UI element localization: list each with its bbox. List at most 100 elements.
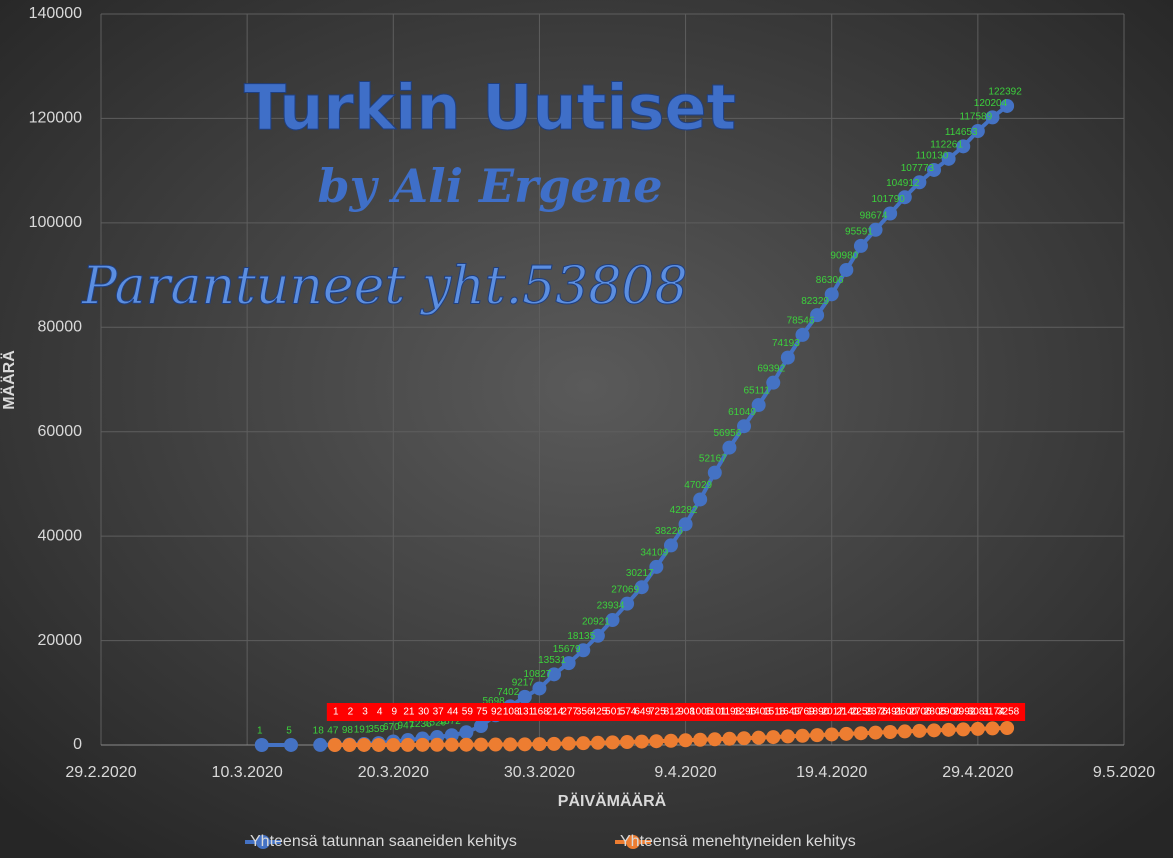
data-point (1000, 720, 1015, 735)
data-label: 214 (547, 707, 564, 718)
data-label: 725 (649, 707, 666, 718)
data-point (766, 375, 781, 390)
data-label: 56956 (714, 428, 742, 439)
data-label: 98674 (860, 210, 888, 221)
plot-area: 1518479819135967094712361529187224333629… (254, 87, 1026, 752)
data-label: 110130 (916, 151, 949, 162)
data-point (897, 190, 912, 205)
data-point (824, 727, 839, 742)
data-label: 5698 (482, 696, 505, 707)
data-point (941, 722, 956, 737)
data-point (853, 726, 868, 741)
x-tick-label: 30.3.2020 (504, 764, 575, 781)
data-label: 356 (576, 707, 593, 718)
data-point (620, 596, 635, 611)
label-background (326, 703, 1026, 721)
data-point (371, 737, 386, 752)
data-label: 78546 (787, 316, 815, 327)
legend-marker (256, 835, 270, 849)
data-point (707, 732, 722, 747)
data-label: 10827 (524, 669, 552, 680)
data-label: 2259 (851, 707, 874, 718)
data-point (590, 735, 605, 750)
data-label: 21 (403, 707, 415, 718)
data-label: 47029 (684, 480, 712, 491)
data-point (912, 723, 927, 738)
annotation: Parantuneet yht.53808 (81, 257, 688, 317)
data-point (459, 737, 474, 752)
data-label: 3174 (982, 707, 1005, 718)
data-label: 359 (368, 724, 385, 735)
data-label: 112261 (930, 139, 963, 150)
data-label: 61049 (728, 407, 756, 418)
data-label: 1006 (690, 707, 713, 718)
data-label: 13531 (538, 655, 566, 666)
data-label: 114653 (945, 127, 978, 138)
data-point (868, 222, 883, 237)
data-label: 27069 (611, 584, 639, 595)
data-point (605, 613, 620, 628)
data-point (576, 643, 591, 658)
x-tick-label: 20.3.2020 (358, 764, 429, 781)
data-label: 501 (605, 707, 622, 718)
y-tick-label: 140000 (29, 5, 82, 22)
data-point (927, 723, 942, 738)
y-tick-label: 40000 (38, 527, 83, 544)
data-label: 1890 (807, 707, 830, 718)
data-label: 74193 (772, 338, 800, 349)
data-point (985, 110, 1000, 125)
data-point (605, 735, 620, 750)
y-tick-label: 80000 (38, 319, 83, 336)
data-point (780, 350, 795, 365)
legend: Yhteensä tatunnan saaneiden kehitys Yhtee… (245, 833, 856, 850)
data-label: 2600 (895, 707, 918, 718)
data-label: 2140 (836, 707, 859, 718)
data-label: 30217 (626, 568, 654, 579)
data-label: 82329 (801, 296, 829, 307)
data-point (590, 628, 605, 643)
data-label: 42282 (670, 505, 698, 516)
data-label: 15679 (553, 644, 581, 655)
data-label: 670 (383, 722, 400, 733)
data-point (313, 737, 328, 752)
data-label: 52167 (699, 453, 727, 464)
data-label: 277 (561, 707, 578, 718)
data-label: 908 (678, 707, 695, 718)
data-point (810, 308, 825, 323)
data-label: 18 (313, 726, 325, 737)
data-label: 2900 (939, 707, 962, 718)
data-point (883, 206, 898, 221)
data-point (970, 721, 985, 736)
data-point (488, 737, 503, 752)
y-tick-label: 100000 (29, 214, 82, 231)
data-point (839, 262, 854, 277)
data-point (883, 724, 898, 739)
legend-marker (626, 835, 640, 849)
data-label: 34109 (640, 548, 668, 559)
data-label: 108 (503, 707, 520, 718)
data-point (473, 737, 488, 752)
data-point (693, 492, 708, 507)
data-label: 30 (418, 707, 430, 718)
data-label: 947 (398, 721, 415, 732)
data-point (824, 287, 839, 302)
data-label: 1872 (439, 716, 462, 727)
data-point (678, 517, 693, 532)
data-point (868, 725, 883, 740)
y-tick-label: 20000 (38, 632, 83, 649)
legend-label: Yhteensä menehtyneiden kehitys (620, 833, 856, 850)
x-tick-label: 19.4.2020 (796, 764, 867, 781)
data-point (707, 465, 722, 480)
data-label: 2992 (953, 707, 976, 718)
data-point (970, 124, 985, 139)
data-label: 44 (447, 707, 459, 718)
data-label: 1101 (705, 707, 727, 718)
data-label: 23934 (597, 601, 625, 612)
data-point (766, 730, 781, 745)
data-point (956, 139, 971, 154)
data-label: 86306 (816, 275, 844, 286)
data-label: 92 (491, 707, 503, 718)
data-label: 59 (462, 707, 474, 718)
